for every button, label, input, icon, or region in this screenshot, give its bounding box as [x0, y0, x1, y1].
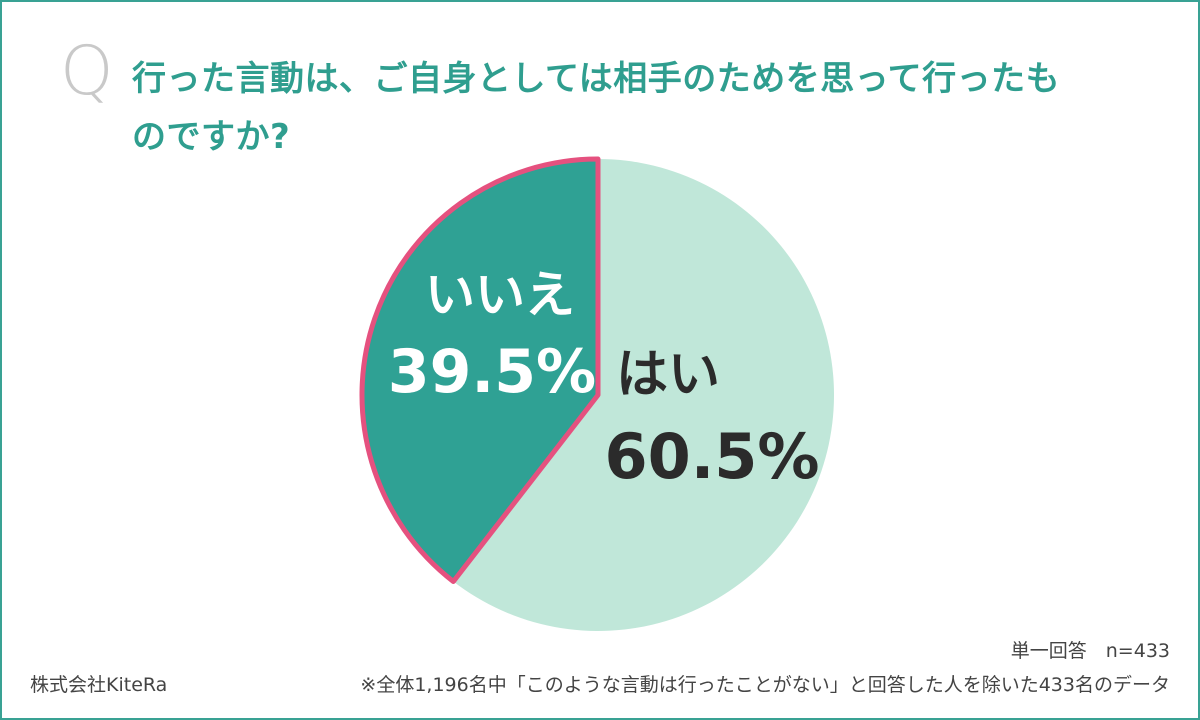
slice-value-no: 39.5% [388, 337, 596, 407]
pie-slice-no-outline [359, 156, 601, 584]
pie-slice-yes [453, 159, 834, 631]
slice-value-yes: 60.5% [604, 420, 819, 493]
company-name: 株式会社KiteRa [30, 674, 168, 696]
slice-label-no: いいえ [425, 266, 575, 324]
footnote: ※全体1,196名中「このような言動は行ったことがない」と回答した人を除いた43… [360, 674, 1170, 696]
slice-label-yes: はい [616, 345, 720, 405]
q-mark: Q [60, 32, 114, 111]
pie-slice-no [362, 158, 598, 582]
question-title: 行った言動は、ご自身としては相手のためを思って行ったものですか? [132, 59, 1061, 157]
sample-size: 単一回答 n=433 [1010, 640, 1170, 662]
